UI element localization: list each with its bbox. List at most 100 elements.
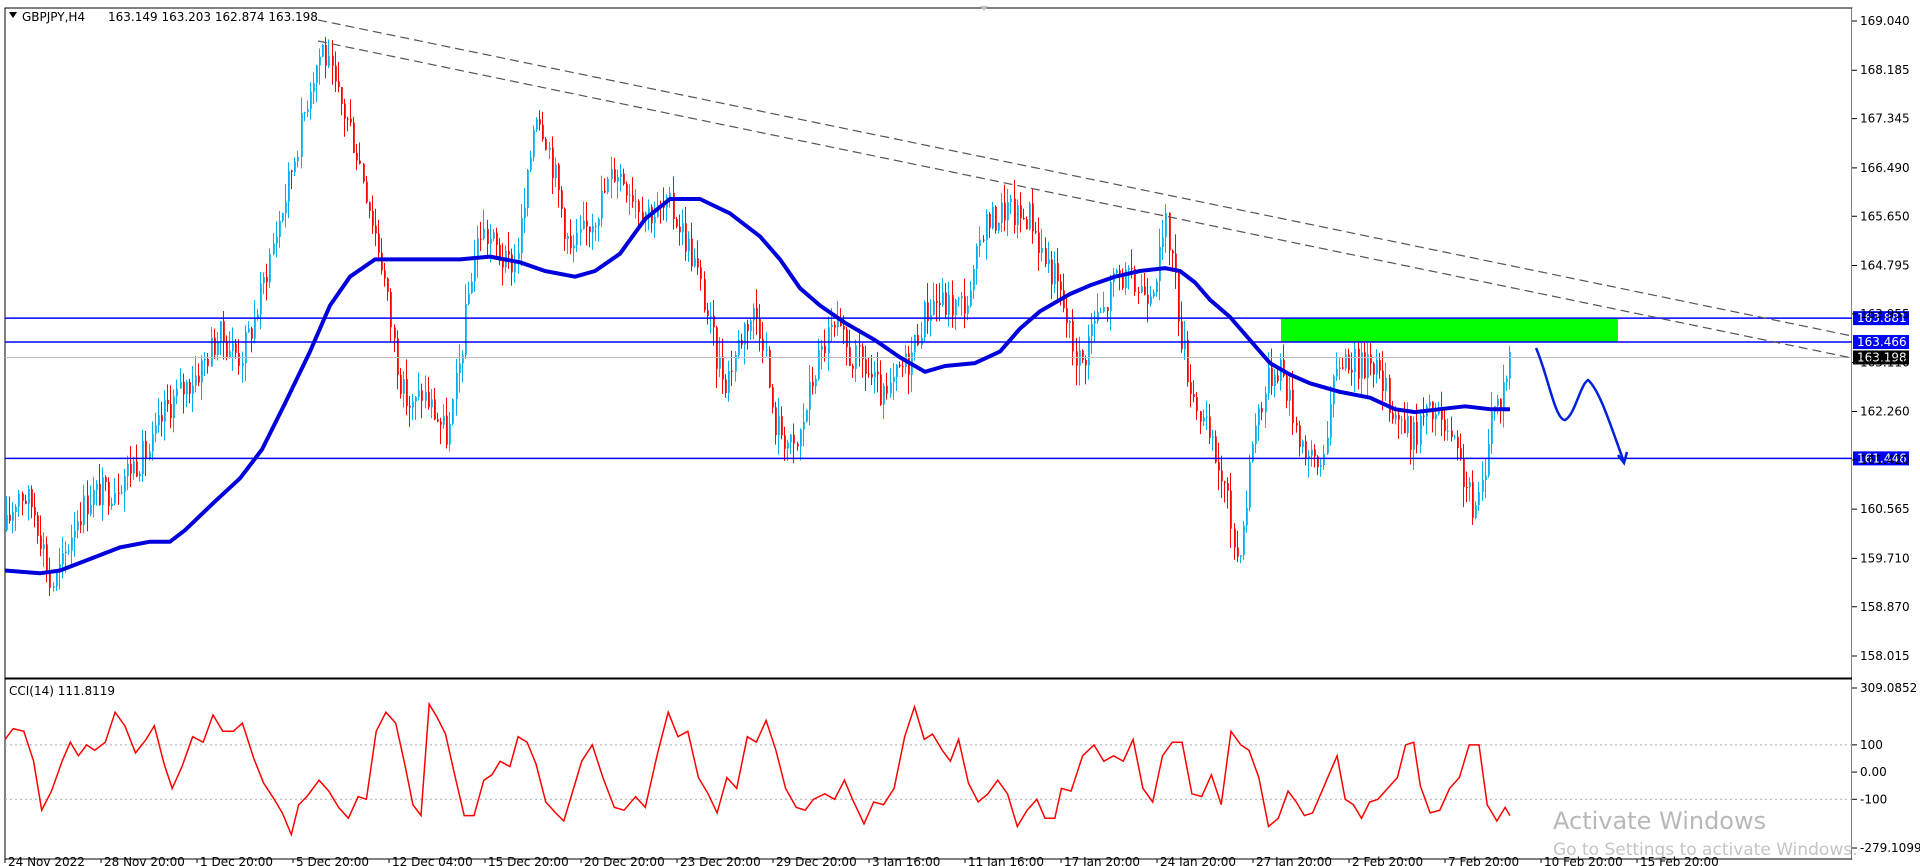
candle-body [1274, 375, 1276, 387]
candle-body [1212, 436, 1214, 438]
symbol-label: GBPJPY,H4 [22, 10, 85, 24]
candle-body [1261, 408, 1263, 413]
candle-body [285, 201, 287, 214]
candle-body [1085, 359, 1087, 366]
candle-body [849, 347, 851, 366]
candle-body [700, 267, 702, 280]
time-axis: 24 Nov 2022 28 Nov 20:00 1 Dec 20:00 5 Dec … [4, 855, 1719, 866]
candle-body [1503, 382, 1505, 408]
candle-body [155, 425, 157, 434]
candle-body [1438, 408, 1440, 415]
candle-body [124, 476, 126, 493]
candle-body [1413, 421, 1415, 450]
level-tag: 163.881 [1857, 311, 1907, 325]
candle-body [964, 296, 966, 314]
candle-body [604, 190, 606, 193]
candle-body [164, 400, 166, 422]
price-tick: 160.565 [1860, 502, 1910, 516]
candle-body [1308, 455, 1310, 459]
trend-line-lower[interactable] [317, 40, 1853, 359]
candle-body [195, 375, 197, 386]
candle-body [1392, 413, 1394, 420]
candle-body [1079, 350, 1081, 366]
candle-body [580, 228, 582, 233]
candle-body [896, 364, 898, 377]
candle-body [341, 87, 343, 104]
candle-body [1454, 436, 1456, 438]
candle-body [142, 440, 144, 475]
candle-body [1488, 443, 1490, 476]
candle-body [1097, 311, 1099, 321]
candle-body [1190, 382, 1192, 395]
candle-body [1463, 458, 1465, 488]
candle-body [1128, 268, 1130, 270]
time-tick: 10 Feb 20:00 [1544, 855, 1623, 866]
candle-body [530, 157, 532, 171]
candle-body [927, 302, 929, 322]
candle-body [958, 298, 960, 300]
candle-body [56, 570, 58, 587]
candle-body [890, 382, 892, 394]
candle-body [1041, 248, 1043, 253]
candle-body [372, 210, 374, 226]
candle-body [96, 483, 98, 490]
candle-body [186, 381, 188, 395]
forecast-path[interactable] [1534, 347, 1626, 463]
candle-body [1370, 354, 1372, 364]
candle-body [595, 225, 597, 227]
candle-body [744, 324, 746, 345]
main-pane[interactable] [4, 7, 1853, 679]
horizontal-levels[interactable]: 163.881 163.466 161.446 163.198 [5, 311, 1909, 466]
candle-body [90, 505, 92, 515]
candle-body [381, 252, 383, 271]
candle-body [567, 235, 569, 240]
candle-body [443, 415, 445, 425]
time-tick: 29 Dec 20:00 [776, 855, 857, 866]
candle-body [34, 507, 36, 516]
candle-body [1258, 408, 1260, 426]
candle-body [939, 302, 941, 306]
candle-body [536, 119, 538, 130]
candle-body [642, 212, 644, 222]
trend-line-upper[interactable] [317, 19, 1853, 337]
candle-body [589, 226, 591, 233]
candle-body [769, 349, 771, 388]
candle-body [846, 329, 848, 348]
candle-body [1296, 423, 1298, 426]
candle-body [874, 371, 876, 378]
candle-body [217, 341, 219, 355]
candle-body [750, 320, 752, 332]
level-tag: 161.446 [1857, 451, 1907, 465]
candle-body [1385, 377, 1387, 392]
candle-body [496, 232, 498, 245]
trend-lines[interactable] [317, 19, 1853, 359]
candle-body [1469, 482, 1471, 488]
candle-body [158, 415, 160, 426]
green-zone-rect[interactable] [1281, 318, 1618, 343]
candle-body [397, 338, 399, 375]
candle-body [378, 233, 380, 253]
candle-body [688, 238, 690, 252]
candle-body [319, 56, 321, 66]
candle-body [998, 222, 1000, 231]
chart-menu-icon[interactable] [9, 12, 17, 18]
candle-body [704, 279, 706, 311]
candle-body [297, 156, 299, 162]
candle-body [862, 346, 864, 360]
indicator-pane[interactable] [4, 678, 1853, 860]
candle-body [139, 474, 141, 477]
candle-body [77, 521, 79, 531]
candle-body [459, 363, 461, 373]
candle-body [883, 385, 885, 405]
candle-body [288, 170, 290, 202]
price-scale[interactable] [1852, 8, 1920, 859]
candle-body [961, 296, 963, 299]
candle-body [316, 65, 318, 84]
candle-body [465, 303, 467, 356]
forecast-arrow[interactable] [1534, 347, 1629, 466]
resistance-zone[interactable] [1281, 318, 1618, 343]
candle-body [28, 489, 30, 504]
candle-body [170, 403, 172, 419]
candle-body [1169, 212, 1171, 251]
